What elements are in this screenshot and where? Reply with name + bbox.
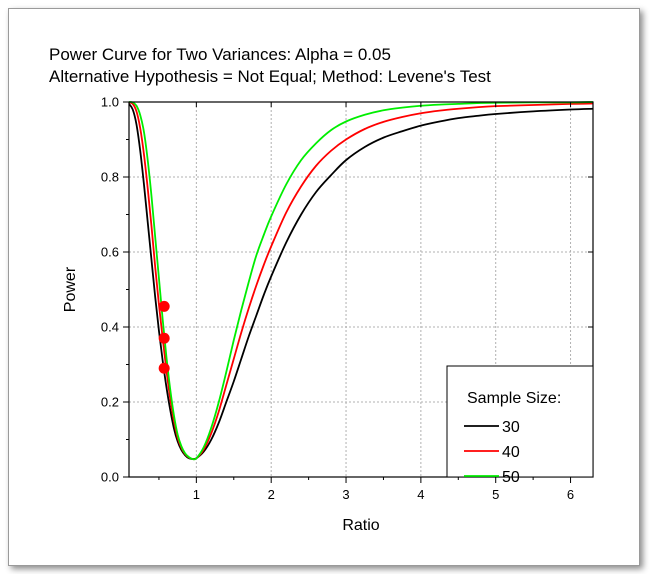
legend-label-40: 40 — [502, 444, 520, 461]
x-tick-label: 5 — [492, 487, 499, 502]
y-tick-label: 0.6 — [101, 245, 119, 260]
series-line-30 — [129, 103, 593, 460]
x-tick-label: 2 — [268, 487, 275, 502]
y-tick-label: 0.2 — [101, 395, 119, 410]
x-tick-label: 4 — [417, 487, 424, 502]
power-curve-chart: 1 2 3 4 5 6 Ratio 0.0 0.2 0.4 0.6 0.8 1.0 Power Sample… — [62, 95, 594, 534]
x-tick-label: 3 — [342, 487, 349, 502]
chart-title: Power Curve for Two Variances: Alpha = 0… — [49, 45, 391, 64]
marker-point — [158, 300, 170, 312]
legend-label-50: 50 — [502, 469, 520, 486]
y-axis: 0.0 0.2 0.4 0.6 0.8 1.0 Power — [62, 95, 593, 485]
marker-point — [158, 362, 170, 374]
y-tick-label: 0.8 — [101, 170, 119, 185]
series-line-40 — [129, 101, 593, 461]
series-line-50 — [129, 101, 593, 461]
x-tick-label: 1 — [193, 487, 200, 502]
series-lines — [129, 101, 593, 461]
legend-label-30: 30 — [502, 419, 520, 436]
marker-point — [158, 332, 170, 344]
y-tick-label: 1.0 — [101, 95, 119, 110]
y-tick-label: 0.4 — [101, 320, 119, 335]
legend: Sample Size: 30 40 50 — [446, 365, 594, 486]
x-axis-label: Ratio — [342, 517, 379, 534]
x-tick-label: 6 — [567, 487, 574, 502]
x-axis: 1 2 3 4 5 6 Ratio — [158, 102, 574, 534]
chart-frame: Power Curve for Two Variances: Alpha = 0… — [8, 8, 640, 566]
legend-title: Sample Size: — [467, 390, 561, 407]
y-tick-label: 0.0 — [101, 470, 119, 485]
chart-subtitle: Alternative Hypothesis = Not Equal; Meth… — [49, 67, 491, 86]
y-axis-label: Power — [62, 266, 79, 312]
marker-points — [158, 300, 170, 374]
legend-box — [446, 365, 594, 478]
